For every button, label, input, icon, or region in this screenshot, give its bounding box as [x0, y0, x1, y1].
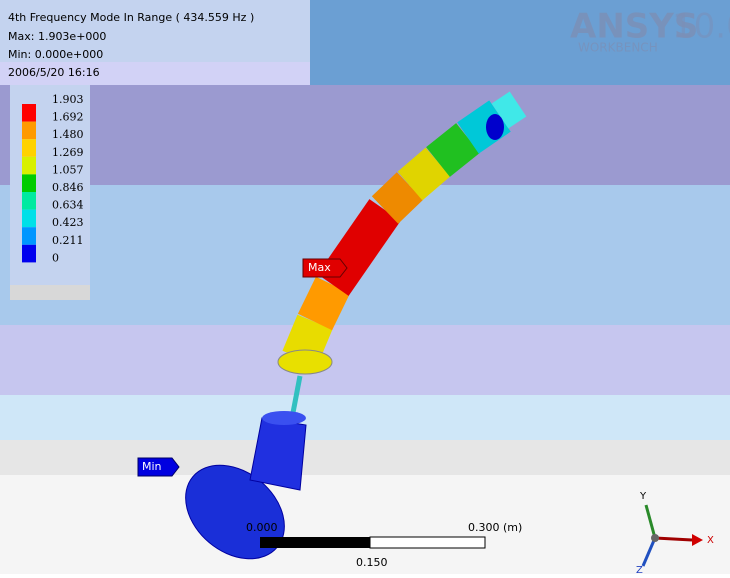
min-value: Min: 0.000e+000	[8, 48, 103, 61]
legend-swatch	[22, 139, 36, 157]
logo-brand: ANSYS	[570, 7, 698, 47]
legend-label: 0.423	[52, 216, 84, 229]
legend-swatch	[22, 244, 36, 263]
triad	[641, 504, 703, 567]
max-label: Max	[308, 261, 331, 274]
logo-product: WORKBENCH	[578, 41, 658, 55]
band	[0, 440, 730, 475]
scale-middle: 0.150	[356, 556, 388, 569]
scale-start: 0.000	[246, 521, 278, 534]
max-value: Max: 1.903e+000	[8, 30, 106, 43]
header-panel	[0, 62, 310, 85]
legend-label: 1.692	[52, 111, 84, 124]
legend-swatch	[22, 104, 36, 122]
legend-label: 0.211	[52, 234, 84, 247]
legend-label: 1.269	[52, 146, 84, 159]
band	[0, 475, 730, 574]
legend-panel	[10, 285, 90, 300]
legend-swatch	[22, 156, 36, 175]
legend-label: 0	[52, 251, 59, 264]
min-tag	[137, 457, 180, 477]
min-label: Min	[142, 460, 162, 473]
scale-end: 0.300 (m)	[468, 521, 522, 534]
band	[0, 395, 730, 440]
scale-bar	[369, 536, 486, 549]
legend-label: 0.846	[52, 181, 84, 194]
legend-swatch	[22, 227, 36, 245]
legend-label: 1.903	[52, 93, 84, 106]
triad-z: Z	[636, 565, 643, 574]
scale-bar	[260, 537, 370, 548]
title: 4th Frequency Mode In Range ( 434.559 Hz…	[8, 11, 254, 24]
band	[0, 325, 730, 395]
date: 2006/5/20 16:16	[8, 66, 100, 79]
triad-y: Y	[639, 491, 647, 502]
triad-x: X	[707, 535, 714, 546]
legend-swatch	[22, 121, 36, 140]
logo-version: 10.0	[672, 7, 730, 47]
legend-label: 1.057	[52, 163, 84, 176]
max-tag	[302, 258, 348, 278]
legend-swatch	[22, 174, 36, 192]
legend-label: 0.634	[52, 199, 84, 212]
legend-label: 1.480	[52, 128, 84, 141]
legend-swatch	[22, 209, 36, 228]
band	[0, 85, 730, 185]
legend: 1.903 1.692 1.480 1.269 1.057 0.846 0.634 0.423…	[22, 93, 84, 264]
legend-swatch	[22, 192, 36, 210]
